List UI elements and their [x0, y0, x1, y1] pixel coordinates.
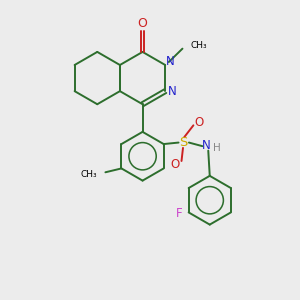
- Text: N: N: [202, 139, 211, 152]
- Text: N: N: [167, 85, 176, 98]
- Text: N: N: [166, 55, 175, 68]
- Text: CH₃: CH₃: [191, 40, 207, 50]
- Text: O: O: [195, 116, 204, 129]
- Text: S: S: [179, 136, 187, 149]
- Text: O: O: [170, 158, 180, 171]
- Text: O: O: [138, 17, 148, 31]
- Text: F: F: [176, 207, 182, 220]
- Text: H: H: [213, 143, 221, 153]
- Text: CH₃: CH₃: [80, 170, 97, 179]
